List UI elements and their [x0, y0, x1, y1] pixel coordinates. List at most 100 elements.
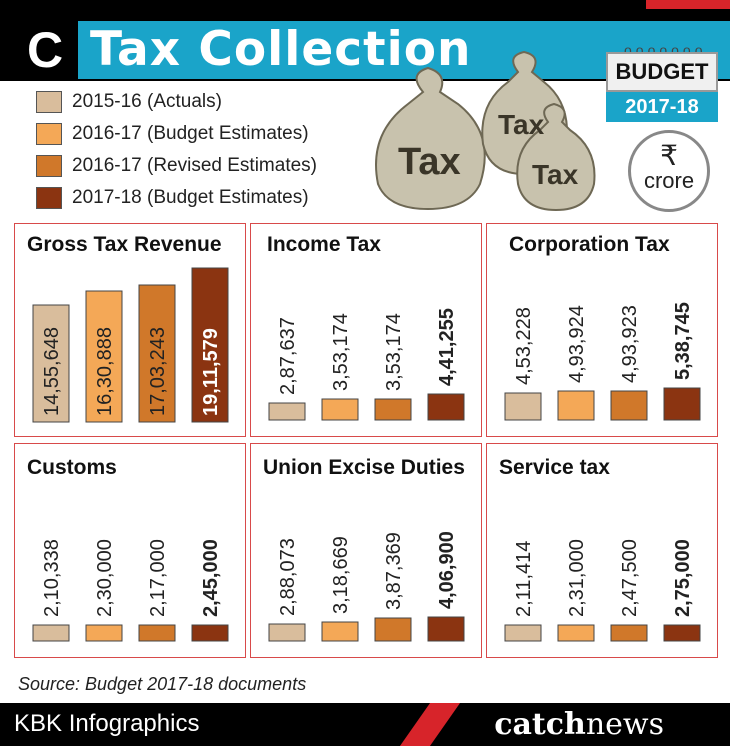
rupee-icon: ₹ — [660, 140, 678, 171]
bar — [610, 624, 648, 642]
bar — [427, 616, 465, 642]
bar — [191, 267, 229, 423]
bar — [268, 623, 306, 642]
panel-customs: Customs 2,10,338 2,30,000 2,17,000 2,45,000 — [14, 443, 246, 658]
bar-value-label: 4,93,924 — [566, 305, 588, 383]
bar — [85, 624, 123, 642]
bar-value-label: 4,41,255 — [436, 308, 458, 386]
bar — [663, 624, 701, 642]
legend-label: 2016-17 (Budget Estimates) — [72, 123, 309, 144]
svg-text:Tax: Tax — [498, 109, 545, 140]
legend-label: 2017-18 (Budget Estimates) — [72, 187, 309, 208]
bar — [321, 398, 359, 421]
brand-part-a: catch — [494, 707, 586, 742]
legend-swatch — [36, 187, 62, 209]
bar — [268, 402, 306, 421]
bar-value-label: 17,03,243 — [147, 327, 169, 416]
legend-label: 2015-16 (Actuals) — [72, 91, 222, 112]
catch-logo-icon: C — [14, 21, 76, 77]
bar — [504, 624, 542, 642]
bar-value-label: 2,30,000 — [94, 539, 116, 617]
chart-customs: 2,10,338 2,30,000 2,17,000 2,45,000 — [32, 539, 229, 642]
unit-label: crore — [643, 168, 695, 193]
chart-corporation-tax: 4,53,228 4,93,924 4,93,923 5,38,745 — [504, 302, 701, 421]
legend-swatch — [36, 91, 62, 113]
bar — [191, 624, 229, 642]
footer-accent — [399, 703, 461, 746]
legend-item: 2017-18 (Budget Estimates) — [36, 182, 317, 214]
top-stripe-accent — [646, 0, 730, 9]
legend-item: 2016-17 (Revised Estimates) — [36, 150, 317, 182]
bar — [374, 398, 412, 421]
bar — [504, 392, 542, 421]
bar — [321, 621, 359, 642]
panel-income-tax: Income Tax 2,87,637 3,53,174 3,53,174 4,41,… — [250, 223, 482, 437]
budget-badge: ooooooo BUDGET 2017-18 — [606, 42, 718, 122]
chart-union-excise-duties: 2,88,073 3,18,669 3,87,369 4,06,900 — [268, 531, 465, 642]
bar-value-label: 2,47,500 — [619, 539, 641, 617]
money-bags-icon: Tax Tax Tax — [375, 50, 596, 212]
bar-value-label: 4,06,900 — [436, 531, 458, 609]
page-title: Tax Collection — [90, 22, 472, 77]
source-note: Source: Budget 2017-18 documents — [18, 674, 307, 694]
legend-swatch — [36, 123, 62, 145]
panel-title: Corporation Tax — [509, 233, 670, 256]
bar-value-label: 2,87,637 — [277, 317, 299, 395]
panel-union-excise-duties: Union Excise Duties 2,88,073 3,18,669 3,87… — [250, 443, 482, 658]
bar-value-label: 5,38,745 — [672, 302, 694, 380]
legend-item: 2016-17 (Budget Estimates) — [36, 118, 317, 150]
bar — [32, 304, 70, 423]
bar-value-label: 4,93,923 — [619, 305, 641, 383]
bar-value-label: 2,75,000 — [672, 539, 694, 617]
panel-title: Income Tax — [267, 233, 381, 256]
bar-value-label: 4,53,228 — [513, 307, 535, 385]
bar — [427, 393, 465, 421]
bar — [85, 290, 123, 423]
bar — [610, 390, 648, 421]
bar-value-label: 16,30,888 — [94, 327, 116, 416]
panel-title: Union Excise Duties — [263, 456, 465, 479]
bar-value-label: 3,53,174 — [383, 313, 405, 391]
bar-value-label: 3,53,174 — [330, 313, 352, 391]
bar-value-label: 2,45,000 — [200, 539, 222, 617]
legend: 2015-16 (Actuals) 2016-17 (Budget Estima… — [36, 86, 317, 214]
bar — [663, 387, 701, 421]
bar-value-label: 3,18,669 — [330, 536, 352, 614]
logo-letter: C — [27, 22, 63, 77]
bar — [32, 624, 70, 642]
panel-title: Service tax — [499, 456, 610, 479]
bar-value-label: 2,11,414 — [513, 541, 535, 617]
bar-value-label: 3,87,369 — [383, 532, 405, 610]
bar-value-label: 2,10,338 — [41, 539, 63, 617]
chart-service-tax: 2,11,414 2,31,000 2,47,500 2,75,000 — [504, 539, 701, 642]
svg-text:Tax: Tax — [532, 159, 579, 190]
bar — [557, 624, 595, 642]
chart-income-tax: 2,87,637 3,53,174 3,53,174 4,41,255 — [268, 308, 465, 421]
panel-title: Gross Tax Revenue — [27, 233, 222, 256]
budget-badge-top: BUDGET — [606, 52, 718, 92]
footer: KBK Infographics catchnews — [0, 703, 730, 746]
unit-badge: ₹ crore — [628, 130, 710, 212]
bar — [557, 390, 595, 421]
legend-item: 2015-16 (Actuals) — [36, 86, 317, 118]
panel-gross-tax-revenue: Gross Tax Revenue 14,55,648 16,30,888 17,0… — [14, 223, 246, 437]
bar-value-label: 19,11,579 — [200, 328, 222, 416]
bar-value-label: 14,55,648 — [41, 327, 63, 416]
bar-value-label: 2,88,073 — [277, 538, 299, 616]
catchnews-logo: catchnews — [494, 707, 664, 742]
legend-label: 2016-17 (Revised Estimates) — [72, 155, 317, 176]
panel-title: Customs — [27, 456, 117, 479]
bar-value-label: 2,31,000 — [566, 539, 588, 617]
budget-badge-year: 2017-18 — [606, 92, 718, 122]
chart-gross-tax-revenue: 14,55,648 16,30,888 17,03,243 19,11,579 — [32, 267, 229, 423]
bar — [138, 284, 176, 423]
header: C Tax Collection — [0, 9, 730, 81]
panel-corporation-tax: Corporation Tax 4,53,228 4,93,924 4,93,923… — [486, 223, 718, 437]
footer-credit: KBK Infographics — [14, 710, 200, 737]
bar-value-label: 2,17,000 — [147, 539, 169, 617]
brand-part-b: news — [585, 707, 664, 742]
legend-swatch — [36, 155, 62, 177]
bar — [138, 624, 176, 642]
svg-text:Tax: Tax — [398, 141, 461, 183]
panel-service-tax: Service tax 2,11,414 2,31,000 2,47,500 2,75… — [486, 443, 718, 658]
